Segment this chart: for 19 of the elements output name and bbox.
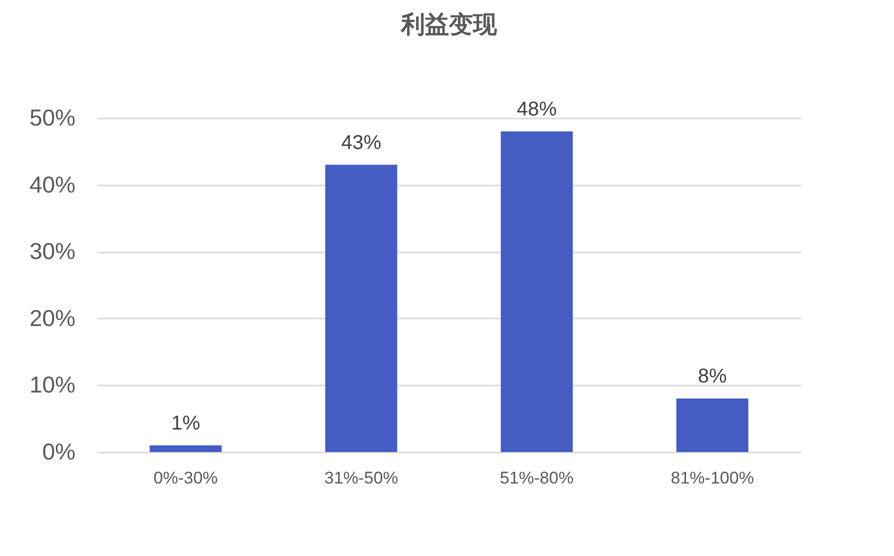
y-tick-label: 20%	[29, 304, 76, 331]
bar	[500, 131, 573, 452]
chart-title: 利益变现	[400, 11, 498, 38]
y-tick-label: 40%	[29, 171, 76, 198]
x-tick-label: 0%-30%	[154, 468, 218, 488]
x-tick-label: 51%-80%	[500, 468, 574, 488]
y-tick-label: 0%	[42, 438, 76, 464]
data-label: 43%	[341, 132, 382, 154]
x-tick-label: 31%-50%	[324, 468, 398, 488]
y-tick-label: 10%	[29, 372, 76, 398]
data-label: 8%	[698, 366, 728, 388]
x-tick-label: 81%-100%	[670, 468, 754, 488]
bar	[325, 164, 398, 452]
data-label: 1%	[171, 412, 200, 434]
y-tick-label: 30%	[29, 238, 76, 264]
bar	[676, 398, 748, 452]
y-tick-label: 50%	[29, 104, 76, 130]
bar	[150, 445, 222, 452]
data-label: 48%	[516, 98, 558, 120]
